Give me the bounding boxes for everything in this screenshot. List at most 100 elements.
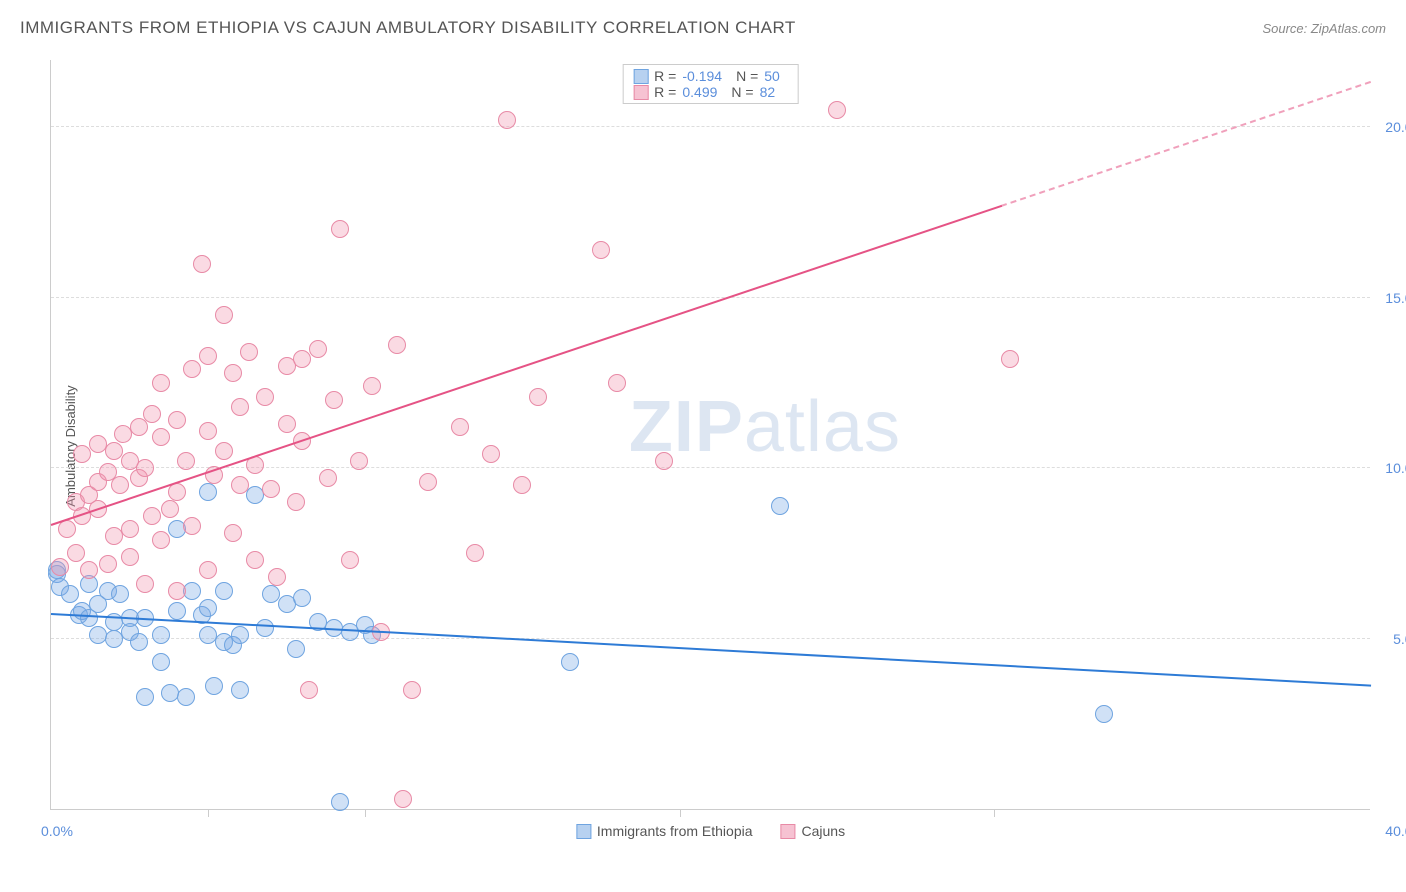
point-ethiopia xyxy=(199,483,217,501)
y-tick-label: 10.0% xyxy=(1385,460,1406,476)
point-cajun xyxy=(513,476,531,494)
r-label: R = xyxy=(654,68,676,84)
point-cajun xyxy=(143,405,161,423)
point-cajun xyxy=(215,442,233,460)
point-ethiopia xyxy=(183,582,201,600)
swatch-ethiopia-icon xyxy=(633,69,648,84)
point-cajun xyxy=(394,790,412,808)
swatch-cajuns-icon xyxy=(781,824,796,839)
point-ethiopia xyxy=(152,626,170,644)
point-cajun xyxy=(121,520,139,538)
point-cajun xyxy=(130,418,148,436)
point-cajun xyxy=(363,377,381,395)
point-ethiopia xyxy=(199,599,217,617)
point-cajun xyxy=(331,220,349,238)
point-cajun xyxy=(466,544,484,562)
point-cajun xyxy=(325,391,343,409)
point-cajun xyxy=(99,555,117,573)
correlation-legend: R = -0.194 N = 50 R = 0.499 N = 82 xyxy=(622,64,799,104)
x-tick xyxy=(365,809,366,817)
point-cajun xyxy=(231,476,249,494)
r-value-cajuns: 0.499 xyxy=(682,84,717,100)
legend-row-cajuns: R = 0.499 N = 82 xyxy=(633,84,788,100)
point-ethiopia xyxy=(177,688,195,706)
point-ethiopia xyxy=(168,602,186,620)
point-ethiopia xyxy=(1095,705,1113,723)
gridline xyxy=(51,638,1370,639)
point-cajun xyxy=(193,255,211,273)
point-cajun xyxy=(350,452,368,470)
x-tick xyxy=(680,809,681,817)
n-value-ethiopia: 50 xyxy=(764,68,780,84)
point-cajun xyxy=(498,111,516,129)
point-cajun xyxy=(319,469,337,487)
point-cajun xyxy=(224,524,242,542)
point-cajun xyxy=(199,347,217,365)
x-tick xyxy=(208,809,209,817)
legend-row-ethiopia: R = -0.194 N = 50 xyxy=(633,68,788,84)
swatch-ethiopia-icon xyxy=(576,824,591,839)
y-tick-label: 15.0% xyxy=(1385,290,1406,306)
point-cajun xyxy=(199,422,217,440)
point-cajun xyxy=(309,340,327,358)
x-tick xyxy=(994,809,995,817)
trend-line xyxy=(51,613,1371,687)
x-tick-right: 40.0% xyxy=(1385,823,1406,839)
point-cajun xyxy=(58,520,76,538)
point-cajun xyxy=(111,476,129,494)
point-ethiopia xyxy=(331,793,349,811)
n-label: N = xyxy=(736,68,758,84)
point-cajun xyxy=(161,500,179,518)
gridline xyxy=(51,297,1370,298)
point-cajun xyxy=(80,561,98,579)
point-cajun xyxy=(152,374,170,392)
point-cajun xyxy=(419,473,437,491)
legend-label-cajuns: Cajuns xyxy=(802,823,846,839)
point-ethiopia xyxy=(205,677,223,695)
point-cajun xyxy=(73,445,91,463)
point-cajun xyxy=(300,681,318,699)
point-cajun xyxy=(278,415,296,433)
point-cajun xyxy=(592,241,610,259)
swatch-cajuns-icon xyxy=(633,85,648,100)
point-ethiopia xyxy=(287,640,305,658)
point-cajun xyxy=(199,561,217,579)
point-cajun xyxy=(168,582,186,600)
legend-item-cajuns: Cajuns xyxy=(781,823,846,839)
point-cajun xyxy=(67,544,85,562)
r-label: R = xyxy=(654,84,676,100)
legend-item-ethiopia: Immigrants from Ethiopia xyxy=(576,823,753,839)
chart-title: IMMIGRANTS FROM ETHIOPIA VS CAJUN AMBULA… xyxy=(20,18,796,38)
point-cajun xyxy=(341,551,359,569)
x-tick-left: 0.0% xyxy=(41,823,73,839)
point-ethiopia xyxy=(231,681,249,699)
point-cajun xyxy=(1001,350,1019,368)
series-legend: Immigrants from Ethiopia Cajuns xyxy=(576,823,845,839)
watermark-zip: ZIP xyxy=(629,386,744,466)
point-cajun xyxy=(51,558,69,576)
point-cajun xyxy=(136,575,154,593)
point-cajun xyxy=(246,551,264,569)
point-cajun xyxy=(262,480,280,498)
point-cajun xyxy=(224,364,242,382)
point-ethiopia xyxy=(136,688,154,706)
point-cajun xyxy=(231,398,249,416)
point-cajun xyxy=(287,493,305,511)
y-tick-label: 5.0% xyxy=(1393,631,1406,647)
point-ethiopia xyxy=(130,633,148,651)
trend-line-dashed xyxy=(1001,81,1371,207)
point-cajun xyxy=(482,445,500,463)
point-cajun xyxy=(240,343,258,361)
legend-label-ethiopia: Immigrants from Ethiopia xyxy=(597,823,753,839)
point-ethiopia xyxy=(293,589,311,607)
point-cajun xyxy=(136,459,154,477)
plot-area: ZIPatlas R = -0.194 N = 50 R = 0.499 N =… xyxy=(50,60,1370,810)
point-cajun xyxy=(256,388,274,406)
point-cajun xyxy=(268,568,286,586)
n-label: N = xyxy=(731,84,753,100)
point-cajun xyxy=(451,418,469,436)
point-ethiopia xyxy=(771,497,789,515)
point-ethiopia xyxy=(152,653,170,671)
point-cajun xyxy=(183,360,201,378)
point-cajun xyxy=(529,388,547,406)
